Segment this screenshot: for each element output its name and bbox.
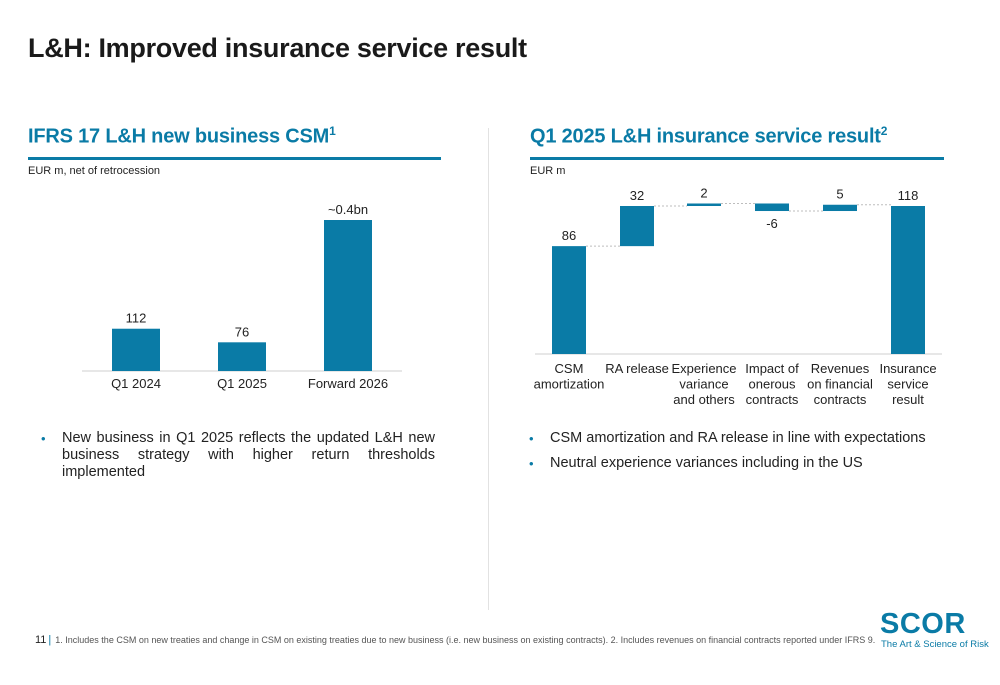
panel-divider bbox=[488, 128, 489, 610]
right-bullet-1: CSM amortization and RA release in line … bbox=[528, 430, 948, 447]
x-tick-label-3-line-3: and others bbox=[673, 392, 735, 407]
waterfall-bar-5 bbox=[823, 204, 857, 212]
x-tick-label-1-line-1: CSM bbox=[555, 361, 584, 376]
x-tick-label-6-line-3: result bbox=[892, 392, 924, 407]
left-bullet-1: New business in Q1 2025 reflects the upd… bbox=[40, 430, 435, 481]
x-tick-label-5-line-3: contracts bbox=[814, 392, 867, 407]
x-tick-label-2-line-1: RA release bbox=[605, 361, 669, 376]
logo-tagline: The Art & Science of Risk bbox=[881, 639, 989, 650]
x-tick-label-5-line-2: on financial bbox=[807, 377, 873, 392]
x-tick-label-6-line-1: Insurance bbox=[879, 361, 936, 376]
x-tick-label-6-line-2: service bbox=[887, 377, 928, 392]
waterfall-bar-1 bbox=[552, 246, 586, 354]
waterfall-bar-2 bbox=[620, 206, 654, 247]
waterfall-bar-3 bbox=[687, 203, 721, 206]
right-panel-unit: EUR m bbox=[530, 165, 566, 177]
new-business-csm-chart: 112 Q1 2024 76 Q1 2025 ~0.4bn Forward 2026 bbox=[82, 202, 402, 391]
data-label-2: 32 bbox=[630, 188, 644, 203]
x-tick-label-1-line-2: amortization bbox=[534, 377, 605, 392]
data-label-5: 5 bbox=[836, 187, 843, 202]
x-tick-label-3: Forward 2026 bbox=[308, 376, 388, 391]
footer-separator: | bbox=[48, 634, 52, 646]
data-label-1: 86 bbox=[562, 228, 576, 243]
right-bullets: CSM amortization and RA release in line … bbox=[528, 430, 948, 480]
data-label-3: ~0.4bn bbox=[328, 202, 368, 217]
footnotes: 1. Includes the CSM on new treaties and … bbox=[55, 635, 876, 645]
logo-wordmark: SCOR bbox=[880, 608, 966, 640]
x-tick-label-2: Q1 2025 bbox=[217, 376, 267, 391]
x-tick-label-4-line-2: onerous bbox=[749, 377, 796, 392]
left-panel-unit: EUR m, net of retrocession bbox=[28, 165, 161, 177]
x-tick-label-5-line-1: Revenues bbox=[811, 361, 870, 376]
right-panel-rule bbox=[530, 157, 944, 160]
page-title: L&H: Improved insurance service result bbox=[28, 33, 527, 63]
left-bullets: New business in Q1 2025 reflects the upd… bbox=[40, 430, 435, 489]
data-label-1: 112 bbox=[126, 311, 147, 326]
right-bullet-2: Neutral experience variances including i… bbox=[528, 455, 948, 472]
page-number: 11 bbox=[35, 634, 47, 646]
bar-3 bbox=[324, 220, 372, 371]
x-tick-label-4-line-3: contracts bbox=[746, 392, 799, 407]
waterfall-bar-4 bbox=[755, 203, 789, 212]
bar-2 bbox=[218, 342, 266, 371]
left-panel-rule bbox=[28, 157, 441, 160]
data-label-6: 118 bbox=[898, 188, 919, 203]
data-label-3: 2 bbox=[700, 185, 707, 200]
footer: 11 | 1. Includes the CSM on new treaties a… bbox=[35, 634, 875, 646]
x-tick-label-1: Q1 2024 bbox=[111, 376, 161, 391]
x-tick-label-4-line-1: Impact of bbox=[745, 361, 799, 376]
data-label-2: 76 bbox=[235, 324, 249, 339]
x-tick-label-3-line-1: Experience bbox=[671, 361, 736, 376]
scor-logo: SCOR The Art & Science of Risk bbox=[880, 608, 989, 652]
waterfall-bar-6 bbox=[891, 206, 925, 354]
data-label-4: -6 bbox=[766, 216, 778, 231]
left-panel-title: IFRS 17 L&H new business CSM1 bbox=[28, 124, 336, 148]
bar-1 bbox=[112, 328, 160, 371]
right-panel-title: Q1 2025 L&H insurance service result2 bbox=[530, 124, 888, 148]
x-tick-label-3-line-2: variance bbox=[679, 377, 728, 392]
